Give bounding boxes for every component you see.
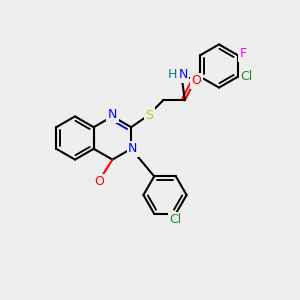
Text: S: S — [145, 109, 153, 122]
Text: H: H — [168, 68, 177, 82]
Text: N: N — [128, 142, 137, 155]
Text: Cl: Cl — [170, 213, 182, 226]
Text: N: N — [108, 108, 117, 122]
Text: O: O — [94, 175, 104, 188]
Text: N: N — [179, 68, 188, 82]
Text: Cl: Cl — [240, 70, 252, 83]
Text: F: F — [239, 47, 247, 60]
Text: O: O — [191, 74, 201, 87]
